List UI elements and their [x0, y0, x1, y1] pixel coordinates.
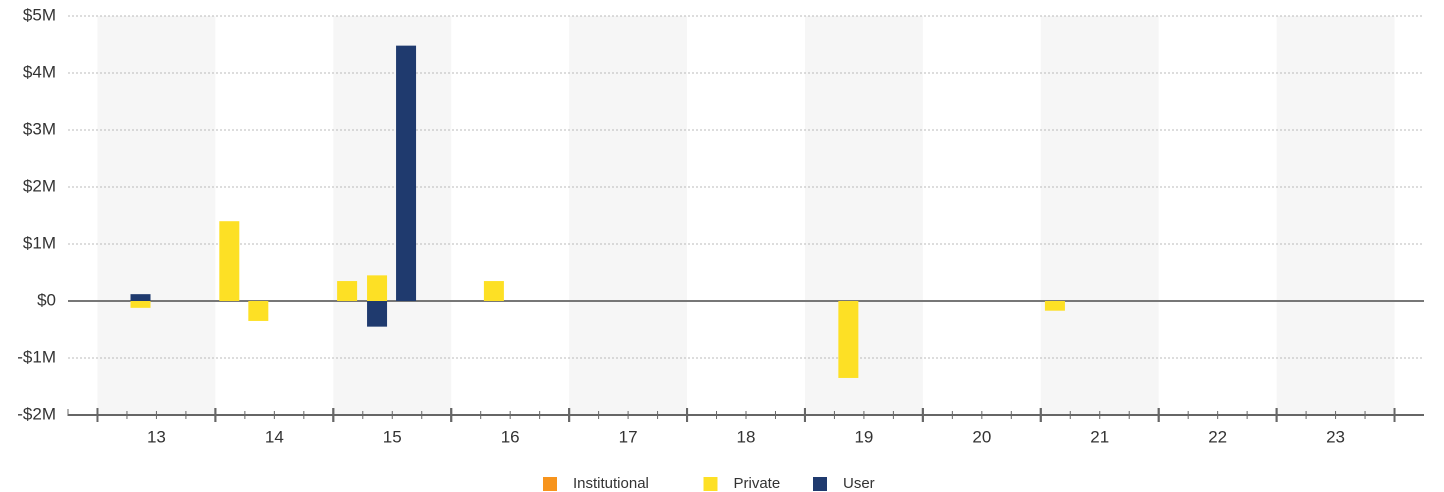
x-tick-label: 15 [383, 427, 402, 446]
x-tick-label: 22 [1208, 427, 1227, 446]
x-tick-label: 17 [619, 427, 638, 446]
day-band [1276, 16, 1395, 415]
bar [367, 275, 388, 301]
x-tick-label: 20 [972, 427, 991, 446]
bar [838, 301, 859, 378]
day-band [97, 16, 216, 415]
bar [367, 301, 388, 327]
bar [248, 301, 269, 321]
y-tick-label: $1M [23, 233, 56, 252]
legend-label: Institutional [573, 475, 649, 492]
x-tick-label: 16 [501, 427, 520, 446]
bar [219, 221, 240, 301]
bar [1044, 301, 1065, 311]
x-tick-label: 23 [1326, 427, 1345, 446]
x-tick-label: 19 [854, 427, 873, 446]
y-tick-label: -$2M [17, 404, 56, 423]
y-tick-label: $3M [23, 119, 56, 138]
y-tick-label: $0 [37, 290, 56, 309]
legend-swatch [813, 477, 827, 491]
x-tick-label: 14 [265, 427, 284, 446]
x-tick-label: 21 [1090, 427, 1109, 446]
y-tick-label: $4M [23, 62, 56, 81]
day-band [1040, 16, 1159, 415]
y-tick-label: $2M [23, 176, 56, 195]
day-band [333, 16, 452, 415]
day-band [569, 16, 688, 415]
bar [337, 281, 358, 301]
legend-swatch [543, 477, 557, 491]
legend-swatch [703, 477, 718, 491]
bar [396, 45, 417, 301]
legend-label: Private [734, 475, 781, 492]
bar [483, 281, 504, 301]
bar [130, 301, 151, 308]
y-tick-label: $5M [23, 5, 56, 24]
legend-label: User [843, 475, 875, 492]
x-tick-label: 13 [147, 427, 166, 446]
day-band [804, 16, 923, 415]
x-tick-label: 18 [737, 427, 756, 446]
bar [130, 294, 151, 301]
y-tick-label: -$1M [17, 347, 56, 366]
